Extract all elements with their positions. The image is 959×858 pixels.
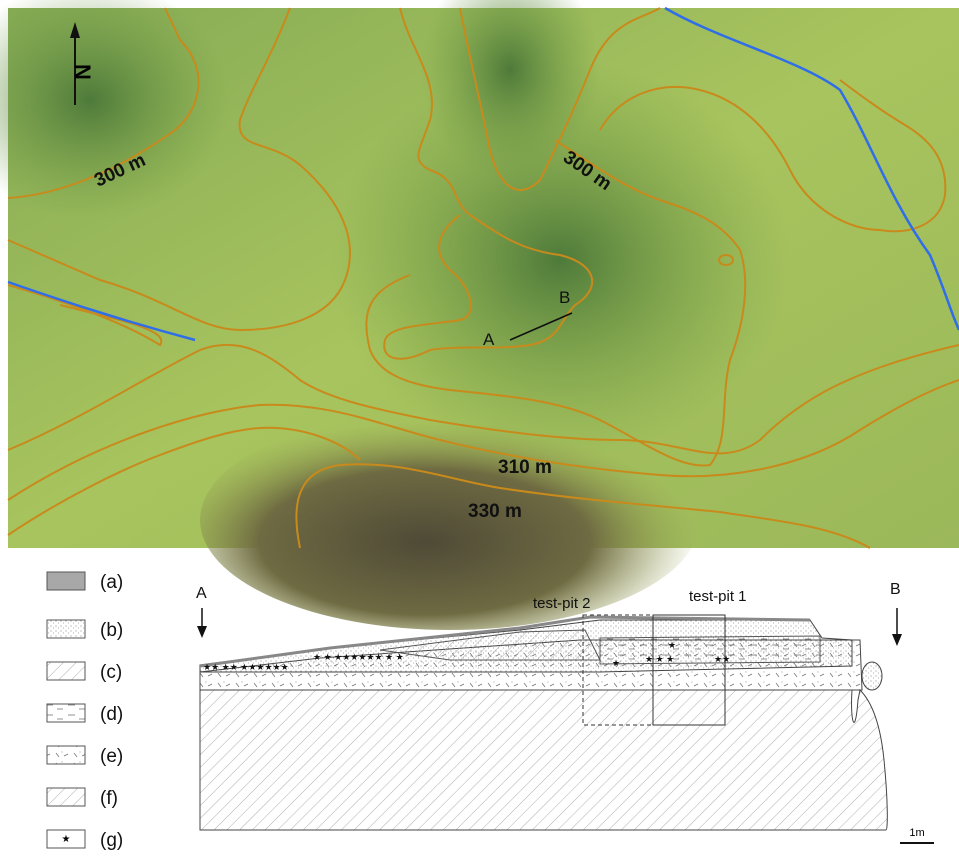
north-label: N [70, 64, 95, 80]
contour-label: 310 m [498, 457, 552, 478]
section-start: A [196, 585, 207, 602]
arrowhead [892, 634, 902, 646]
scale-label: 1m [909, 827, 924, 839]
section-start: A [483, 330, 495, 349]
legend-swatch [47, 746, 85, 764]
legend-swatch [47, 662, 85, 680]
test-pit-label: test-pit 2 [533, 595, 591, 612]
section-end: B [559, 288, 570, 307]
legend-label: (f) [100, 788, 118, 809]
legend-label: (b) [100, 620, 123, 641]
cross-section: ★★ ★★ ★★★★★★ ★ ★ ★★★★★★ ★ ★ ★ ★ ★ ★ ★ ★★… [196, 581, 934, 843]
test-pit-label: test-pit 1 [689, 588, 747, 605]
artefact: ★ ★ ★★★★★★ ★ ★ [313, 652, 404, 662]
boulder [862, 662, 882, 690]
layer-d [600, 636, 820, 664]
legend-star: ★ [62, 834, 71, 845]
legend-label: (d) [100, 704, 123, 725]
artefact: ★★ ★★ ★★★★★★ [203, 662, 289, 672]
map: A B N 300 m 300 m 310 m 330 m [0, 0, 959, 630]
layer-f [200, 690, 887, 830]
artefact: ★★ [714, 654, 730, 664]
legend-swatch [47, 620, 85, 638]
legend-label: (a) [100, 572, 123, 593]
artefact: ★ [612, 658, 620, 668]
legend-swatch [47, 788, 85, 806]
arrowhead [197, 626, 207, 638]
legend-swatch [47, 572, 85, 590]
legend-swatch [47, 704, 85, 722]
legend-label: (c) [100, 662, 122, 683]
contour-label: 330 m [468, 501, 522, 522]
artefact: ★ ★ ★ [645, 654, 674, 664]
legend-label: (e) [100, 746, 123, 767]
figure: A B N 300 m 300 m 310 m 330 m ★ (a) (b) … [0, 0, 959, 858]
legend-label: (g) [100, 830, 123, 851]
section-end: B [890, 581, 901, 598]
artefact: ★ [668, 640, 676, 650]
legend: ★ (a) (b) (c) (d) (e) (f) (g) [47, 572, 123, 851]
